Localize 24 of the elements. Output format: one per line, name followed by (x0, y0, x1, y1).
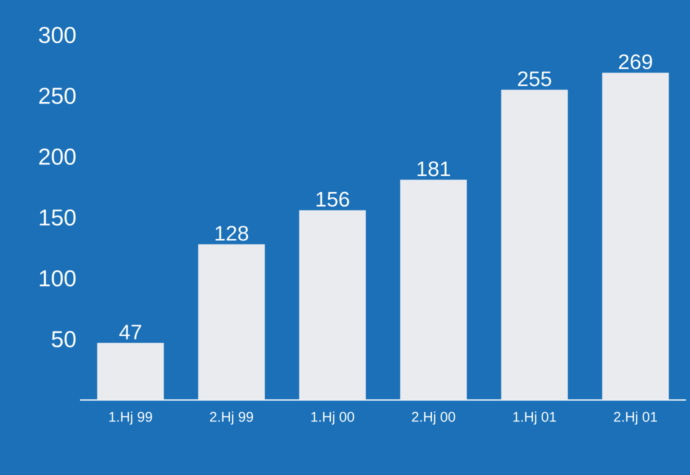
x-tick-label: 2.Hj 99 (210, 412, 253, 425)
bar (602, 72, 669, 400)
y-tick-label: 250 (39, 88, 76, 104)
bar (400, 180, 467, 400)
x-tick-label: 2.Hj 00 (412, 412, 456, 425)
data-label: 181 (418, 161, 450, 176)
x-tick-label: 1.Hj 00 (311, 412, 354, 425)
data-label: 255 (518, 71, 552, 86)
x-tick-label: 1.Hj 01 (513, 412, 556, 425)
data-label: 156 (316, 192, 350, 207)
data-label: 128 (216, 226, 248, 241)
x-tick-label: 2.Hj 01 (614, 412, 657, 425)
y-tick-label: 50 (52, 331, 76, 348)
y-tick-label: 200 (39, 148, 76, 165)
data-label: 269 (619, 54, 652, 70)
y-tick-label: 100 (40, 270, 76, 286)
x-tick-label: 1.Hj 99 (109, 412, 152, 425)
bar (198, 244, 265, 400)
bar (299, 210, 366, 400)
y-tick-label: 300 (38, 26, 76, 44)
bar (97, 342, 164, 400)
bar (501, 90, 568, 400)
y-tick-label: 150 (40, 209, 76, 226)
data-label: 47 (119, 324, 142, 340)
